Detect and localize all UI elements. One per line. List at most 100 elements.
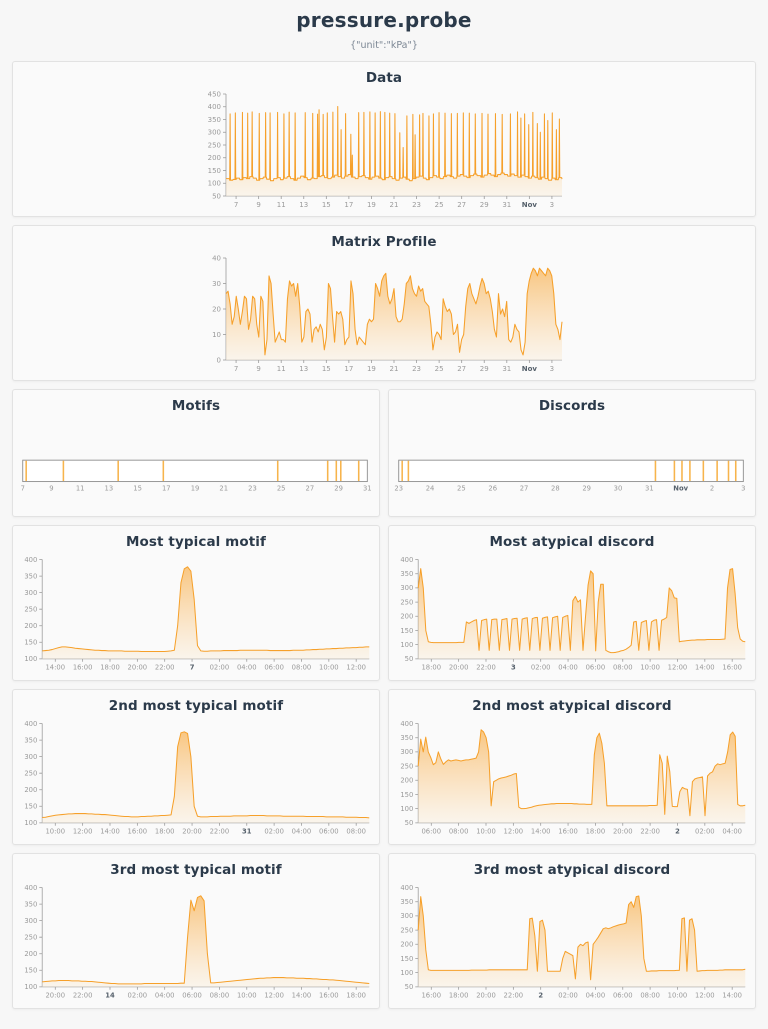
svg-text:10: 10 xyxy=(212,331,221,339)
chart-discord3[interactable]: 50 100 150 200 250 300 350 400 16:00 18:00 20:00 22… xyxy=(389,880,755,1008)
svg-text:200: 200 xyxy=(208,154,221,162)
svg-text:2: 2 xyxy=(710,484,714,492)
svg-text:15: 15 xyxy=(322,201,331,209)
panel-discords: Discords 23 24 25 26 27 28 29 30 31 Nov 2 3 xyxy=(388,389,756,517)
svg-text:06:00: 06:00 xyxy=(319,828,339,836)
svg-text:3: 3 xyxy=(741,484,745,492)
svg-text:06:00: 06:00 xyxy=(182,992,202,1000)
chart-matrix-profile[interactable]: 0 10 20 30 40 7 9 11 13 15 17 19 21 23 25 27 29 31 Nov 3 xyxy=(13,252,755,380)
svg-text:250: 250 xyxy=(400,598,413,606)
svg-text:18:00: 18:00 xyxy=(155,828,175,836)
svg-text:18:00: 18:00 xyxy=(449,992,469,1000)
chart-data[interactable]: 50 100 150 200 250 300 350 400 450 7 9 11 13 15 17 19 21… xyxy=(13,88,755,216)
svg-text:08:00: 08:00 xyxy=(346,828,366,836)
chart-discord2[interactable]: 50 100 150 200 250 300 350 400 06:00 08:00 10:00 12… xyxy=(389,716,755,844)
chart-motif1[interactable]: 100 150 200 250 300 350 400 14:00 16:00 18:00 20:0… xyxy=(13,552,379,680)
svg-text:02:00: 02:00 xyxy=(695,828,715,836)
chart-discord1[interactable]: 50 100 150 200 250 300 350 400 18:00 20:00 22:00 3 0… xyxy=(389,552,755,680)
svg-text:31: 31 xyxy=(363,484,372,492)
svg-text:20: 20 xyxy=(212,305,221,313)
svg-text:250: 250 xyxy=(208,141,221,149)
svg-text:12:00: 12:00 xyxy=(73,828,93,836)
svg-text:10:00: 10:00 xyxy=(476,828,496,836)
chart-motif3[interactable]: 100 150 200 250 300 350 400 20:00 22:00 14 02:00 04… xyxy=(13,880,379,1008)
svg-text:200: 200 xyxy=(400,777,413,785)
svg-text:18:00: 18:00 xyxy=(586,828,606,836)
svg-text:27: 27 xyxy=(457,365,466,373)
svg-text:06:00: 06:00 xyxy=(421,828,441,836)
svg-text:08:00: 08:00 xyxy=(292,664,312,672)
svg-text:29: 29 xyxy=(334,484,343,492)
svg-text:150: 150 xyxy=(400,791,413,799)
svg-text:20:00: 20:00 xyxy=(182,828,202,836)
svg-text:16:00: 16:00 xyxy=(722,664,742,672)
svg-text:12:00: 12:00 xyxy=(264,992,284,1000)
svg-text:13: 13 xyxy=(105,484,114,492)
svg-text:04:00: 04:00 xyxy=(292,828,312,836)
svg-text:02:00: 02:00 xyxy=(210,664,230,672)
svg-text:02:00: 02:00 xyxy=(531,664,551,672)
chart-motifs[interactable]: 7 9 11 13 15 17 19 21 23 25 27 29 31 xyxy=(13,416,379,516)
svg-text:16:00: 16:00 xyxy=(558,828,578,836)
row-rank-3: 3rd most typical motif 100 150 200 250 300 35… xyxy=(12,853,756,1017)
svg-text:50: 50 xyxy=(212,192,221,200)
svg-text:18:00: 18:00 xyxy=(100,664,120,672)
svg-text:200: 200 xyxy=(400,941,413,949)
svg-text:11: 11 xyxy=(277,365,286,373)
svg-text:22:00: 22:00 xyxy=(155,664,175,672)
svg-text:14:00: 14:00 xyxy=(722,992,742,1000)
chart-motif2[interactable]: 100 150 200 250 300 350 400 10:00 12:00 14:00 16:0… xyxy=(13,716,379,844)
svg-text:22:00: 22:00 xyxy=(504,992,524,1000)
chart-discords[interactable]: 23 24 25 26 27 28 29 30 31 Nov 2 3 xyxy=(389,416,755,516)
panel-discord1: Most atypical discord 50 100 150 200 250 300 3… xyxy=(388,525,756,681)
svg-text:150: 150 xyxy=(208,167,221,175)
panel-discord3: 3rd most atypical discord 50 100 150 200 250… xyxy=(388,853,756,1009)
svg-text:7: 7 xyxy=(234,365,238,373)
svg-text:02:00: 02:00 xyxy=(558,992,578,1000)
svg-text:27: 27 xyxy=(457,201,466,209)
svg-text:7: 7 xyxy=(234,201,238,209)
svg-text:08:00: 08:00 xyxy=(640,992,660,1000)
svg-text:30: 30 xyxy=(614,484,623,492)
svg-text:400: 400 xyxy=(24,720,37,728)
svg-text:100: 100 xyxy=(400,641,413,649)
svg-text:06:00: 06:00 xyxy=(613,992,633,1000)
svg-text:150: 150 xyxy=(24,639,37,647)
svg-text:350: 350 xyxy=(208,116,221,124)
svg-text:02:00: 02:00 xyxy=(264,828,284,836)
svg-text:22:00: 22:00 xyxy=(640,828,660,836)
svg-text:12:00: 12:00 xyxy=(695,992,715,1000)
svg-text:15: 15 xyxy=(133,484,142,492)
svg-text:25: 25 xyxy=(435,201,444,209)
panel-title-motif1: Most typical motif xyxy=(126,534,266,550)
panel-title-matrix-profile: Matrix Profile xyxy=(331,234,437,250)
svg-text:11: 11 xyxy=(277,201,286,209)
svg-text:29: 29 xyxy=(480,201,489,209)
svg-text:14:00: 14:00 xyxy=(45,664,65,672)
svg-text:150: 150 xyxy=(400,955,413,963)
svg-text:150: 150 xyxy=(24,967,37,975)
svg-text:400: 400 xyxy=(208,103,221,111)
page-title: pressure.probe xyxy=(296,8,472,32)
svg-text:02:00: 02:00 xyxy=(128,992,148,1000)
svg-text:350: 350 xyxy=(400,898,413,906)
panel-motif2: 2nd most typical motif 100 150 200 250 300 35… xyxy=(12,689,380,845)
svg-text:2: 2 xyxy=(675,828,680,836)
svg-text:100: 100 xyxy=(400,805,413,813)
svg-text:23: 23 xyxy=(394,484,403,492)
svg-text:25: 25 xyxy=(277,484,286,492)
svg-text:21: 21 xyxy=(219,484,228,492)
svg-text:16:00: 16:00 xyxy=(73,664,93,672)
svg-text:3: 3 xyxy=(550,365,554,373)
svg-text:26: 26 xyxy=(488,484,497,492)
svg-text:350: 350 xyxy=(24,572,37,580)
svg-text:14:00: 14:00 xyxy=(695,664,715,672)
svg-text:31: 31 xyxy=(242,828,252,836)
svg-text:3: 3 xyxy=(511,664,516,672)
svg-text:04:00: 04:00 xyxy=(155,992,175,1000)
svg-text:150: 150 xyxy=(24,803,37,811)
svg-text:300: 300 xyxy=(24,753,37,761)
svg-text:400: 400 xyxy=(400,556,413,564)
svg-text:250: 250 xyxy=(24,606,37,614)
svg-text:50: 50 xyxy=(405,655,414,663)
